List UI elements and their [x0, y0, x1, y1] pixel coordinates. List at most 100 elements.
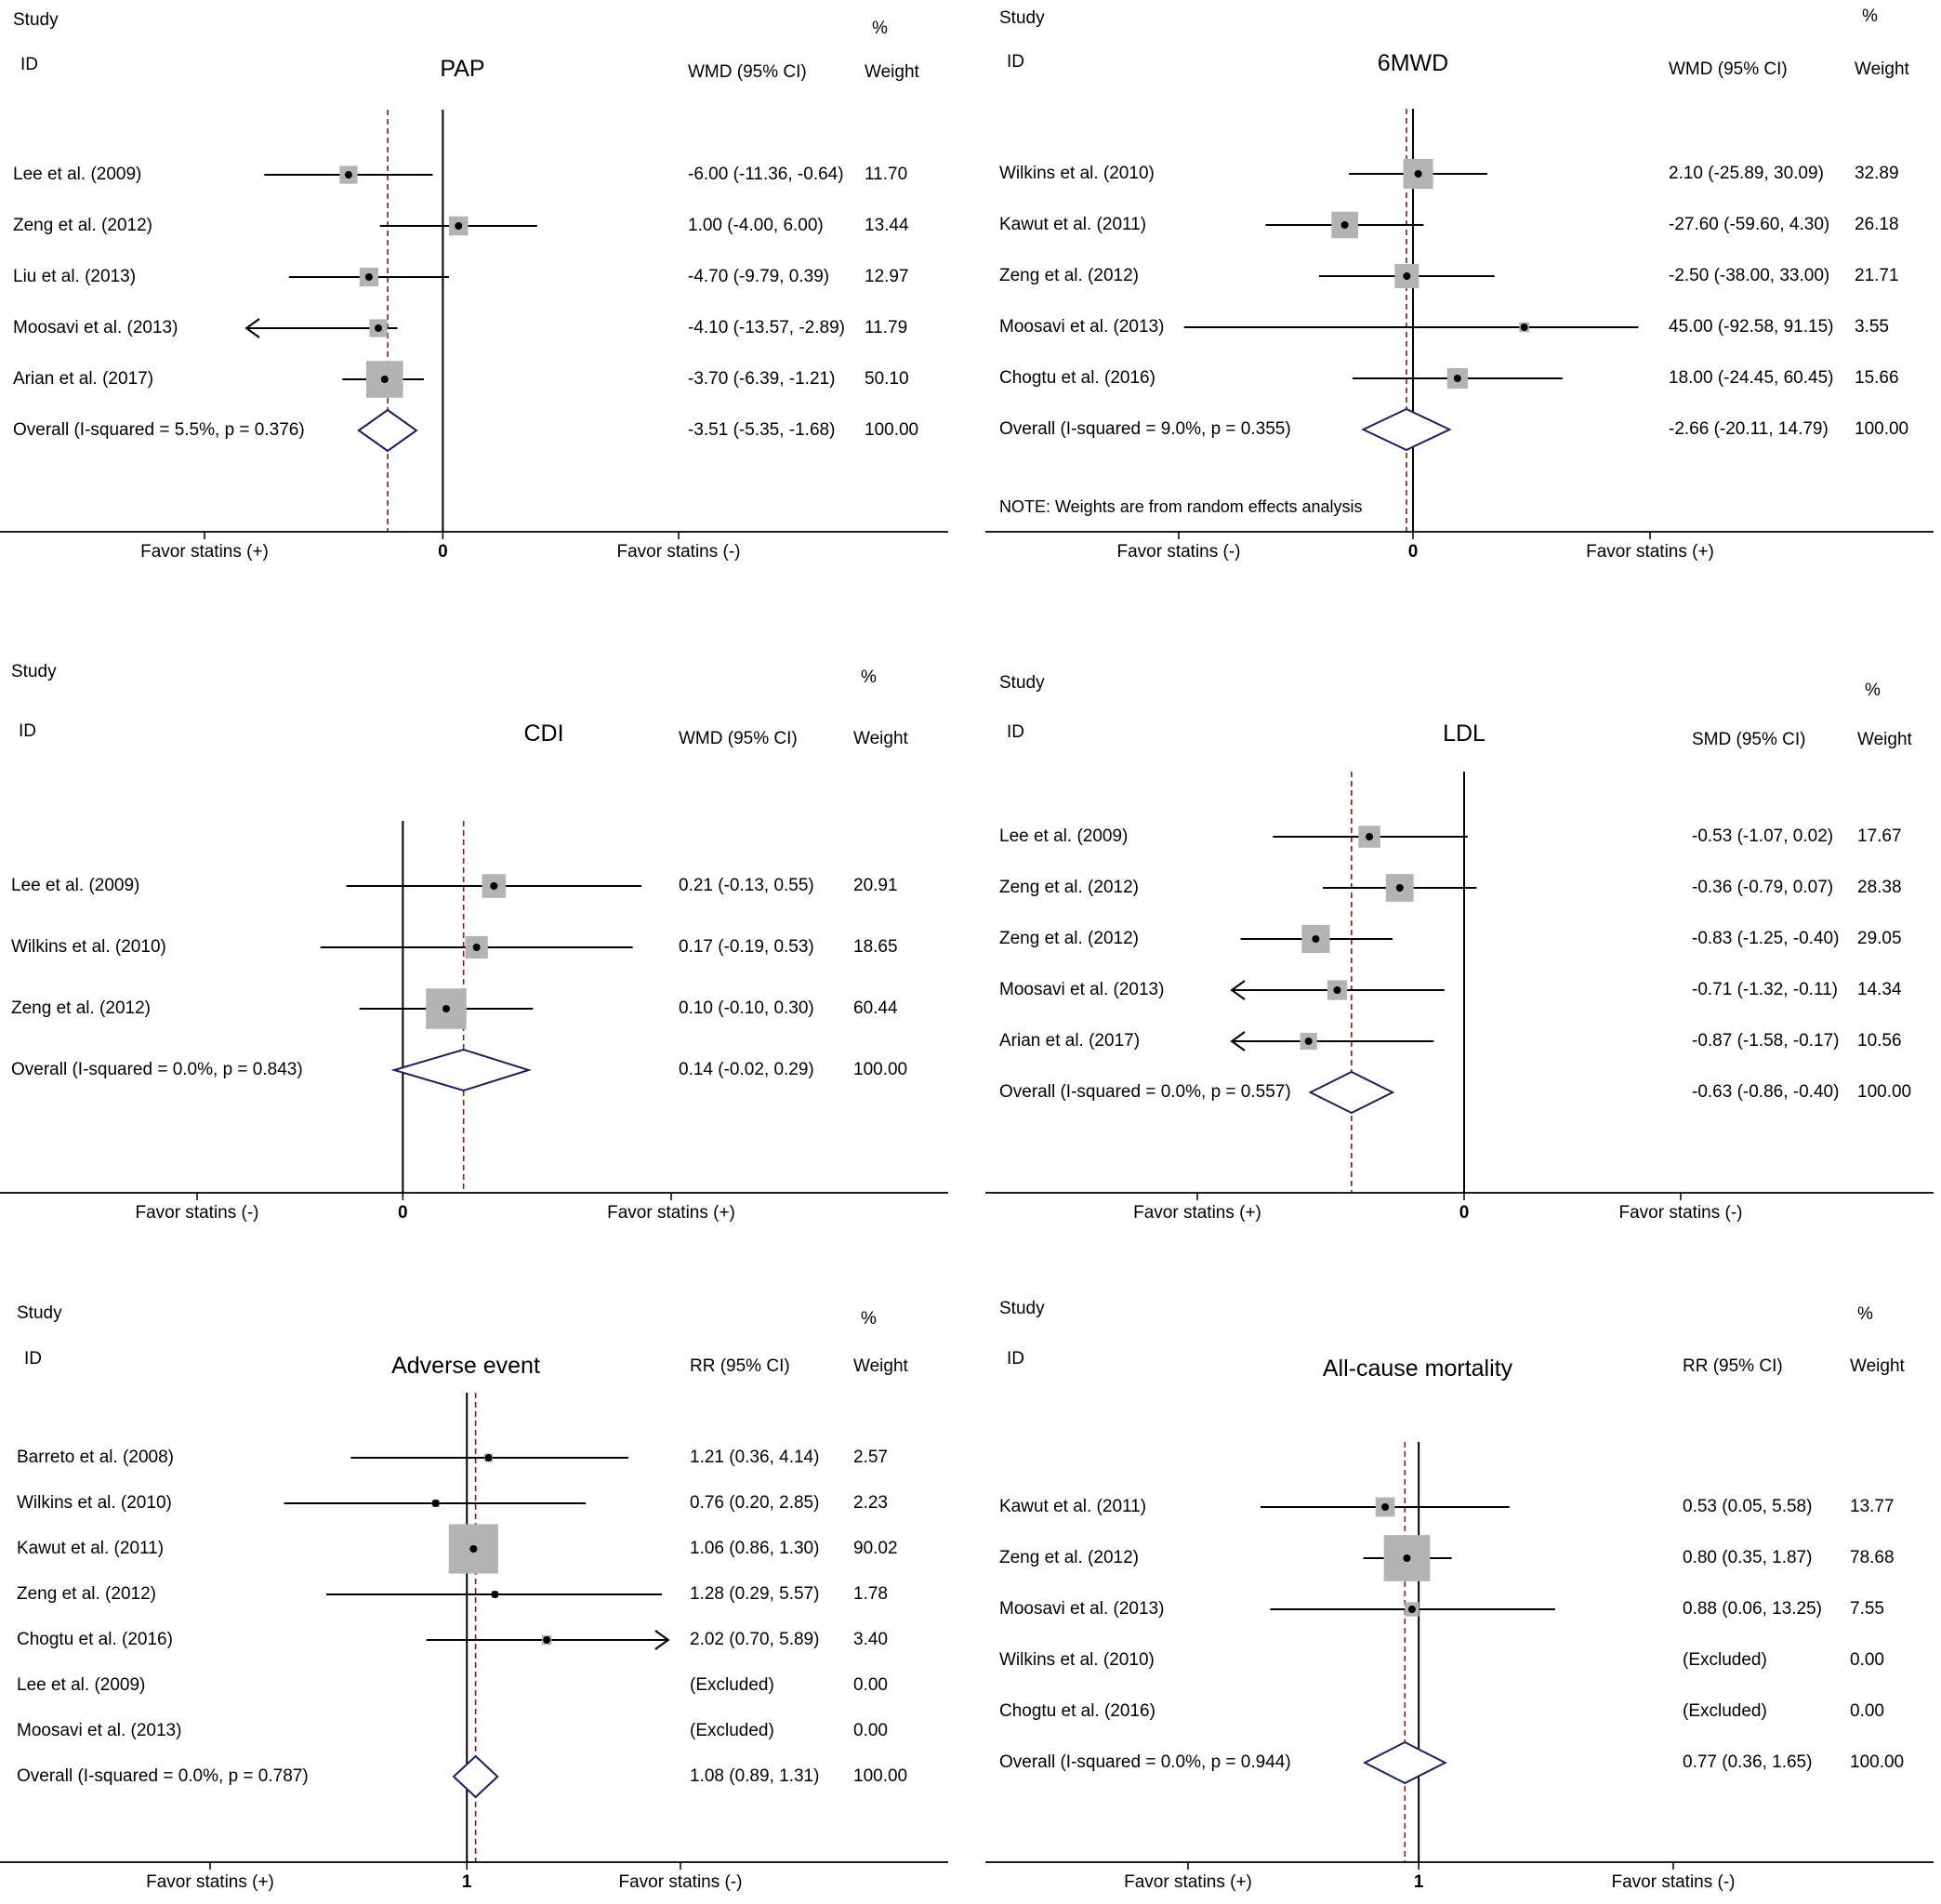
study-effect-ci: (Excluded) [1683, 1701, 1767, 1721]
study-weight: 18.65 [853, 937, 898, 957]
header-percent: % [872, 19, 888, 38]
study-weight: 10.56 [1857, 1031, 1902, 1051]
header-weight: Weight [1850, 1356, 1905, 1376]
study-effect-ci: 0.10 (-0.10, 0.30) [679, 998, 814, 1018]
study-weight: 2.57 [853, 1448, 888, 1467]
study-label: Kawut et al. (2011) [999, 1497, 1147, 1516]
study-weight: 50.10 [865, 369, 909, 389]
study-label: Moosavi et al. (2013) [17, 1721, 182, 1740]
overall-weight: 100.00 [853, 1766, 908, 1786]
study-effect-ci: (Excluded) [1683, 1650, 1767, 1670]
chart-title: PAP [440, 56, 485, 82]
point-estimate [1366, 833, 1374, 840]
study-weight: 60.44 [853, 998, 898, 1018]
study-effect-ci: 1.06 (0.86, 1.30) [690, 1539, 820, 1558]
forest-plot-panel-adverse-event: Study ID% RR (95% CI) Weight Adverse event Ba… [0, 1288, 957, 1904]
header-id: ID [24, 1349, 42, 1368]
point-estimate [543, 1636, 551, 1644]
overall-effect-ci: 0.14 (-0.02, 0.29) [679, 1060, 814, 1079]
overall-diamond [1362, 1740, 1447, 1785]
study-label: Moosavi et al. (2013) [999, 1599, 1165, 1619]
forest-plot-panel-6mwd: Study ID% WMD (95% CI) Weight 6MWD Wilkins et… [985, 0, 1941, 614]
point-estimate [1312, 935, 1320, 943]
forest-plot-panel-cdi: Study ID% WMD (95% CI) Weight CDI Lee et al. … [0, 655, 957, 1269]
study-label: Moosavi et al. (2013) [999, 980, 1165, 999]
point-estimate [1403, 272, 1411, 280]
study-label: Zeng et al. (2012) [11, 998, 151, 1018]
header-weight: Weight [853, 729, 908, 748]
overall-diamond [390, 1048, 533, 1092]
study-effect-ci: -0.53 (-1.07, 0.02) [1692, 826, 1834, 846]
study-weight: 0.00 [853, 1721, 888, 1740]
weights-note: NOTE: Weights are from random effects an… [999, 497, 1363, 516]
chart-title: LDL [1443, 721, 1485, 747]
study-effect-ci: 2.10 (-25.89, 30.09) [1669, 164, 1824, 183]
axis-null-value: 0 [438, 542, 448, 562]
study-effect-ci: 0.53 (0.05, 5.58) [1683, 1497, 1813, 1516]
header-id: ID [1007, 1349, 1024, 1368]
study-weight: 29.05 [1857, 929, 1902, 948]
study-label: Barreto et al. (2008) [17, 1448, 174, 1467]
study-label: Zeng et al. (2012) [999, 1548, 1139, 1567]
axis-null-value: 1 [461, 1872, 472, 1892]
overall-label: Overall (I-squared = 0.0%, p = 0.557) [999, 1082, 1291, 1102]
header-percent: % [1862, 7, 1878, 26]
study-effect-ci: 0.76 (0.20, 2.85) [690, 1493, 820, 1513]
forest-plot-canvas [985, 1442, 1934, 1870]
overall-effect-ci: 1.08 (0.89, 1.31) [690, 1766, 820, 1786]
study-effect-ci: 1.21 (0.36, 4.14) [690, 1448, 820, 1467]
point-estimate [455, 222, 463, 230]
study-label: Moosavi et al. (2013) [13, 318, 178, 337]
study-weight: 1.78 [853, 1584, 888, 1604]
overall-label: Overall (I-squared = 0.0%, p = 0.944) [999, 1752, 1291, 1772]
point-estimate [490, 882, 498, 890]
study-weight: 11.70 [865, 165, 908, 184]
axis-null-value: 0 [1407, 542, 1419, 562]
study-weight: 13.44 [865, 216, 909, 235]
overall-weight: 100.00 [1857, 1082, 1912, 1102]
overall-diamond [1308, 1070, 1395, 1115]
header-study: Study [999, 673, 1045, 693]
header-id: ID [20, 55, 38, 74]
study-weight: 32.89 [1855, 164, 1899, 183]
study-label: Wilkins et al. (2010) [999, 1650, 1155, 1670]
axis-label-left: Favor statins (-) [1116, 542, 1241, 562]
overall-label: Overall (I-squared = 0.0%, p = 0.843) [11, 1060, 303, 1079]
ci-arrow-right [654, 1630, 670, 1650]
study-label: Liu et al. (2013) [13, 267, 137, 286]
header-study: Study [999, 8, 1045, 28]
header-percent: % [861, 668, 877, 687]
point-estimate [364, 273, 373, 281]
chart-title: All-cause mortality [1322, 1355, 1513, 1382]
forest-plot-canvas [0, 110, 948, 539]
study-weight: 21.71 [1855, 266, 1899, 285]
forest-plot-panel-ldl: Study ID% SMD (95% CI) Weight LDL Lee et al. … [985, 655, 1941, 1269]
study-effect-ci: -2.50 (-38.00, 33.00) [1669, 266, 1830, 285]
header-effect: RR (95% CI) [1683, 1356, 1783, 1376]
header-study: Study [13, 10, 59, 30]
study-effect-ci: 0.80 (0.35, 1.87) [1683, 1548, 1813, 1567]
axis-label-right: Favor statins (-) [1611, 1872, 1736, 1892]
study-effect-ci: -0.71 (-1.32, -0.11) [1692, 980, 1839, 999]
overall-effect-ci: -2.66 (-20.11, 14.79) [1669, 419, 1829, 439]
header-weight: Weight [853, 1356, 908, 1376]
point-estimate [1414, 170, 1422, 178]
study-label: Zeng et al. (2012) [999, 878, 1139, 897]
point-estimate [380, 376, 389, 383]
study-effect-ci: 2.02 (0.70, 5.89) [690, 1630, 820, 1649]
study-weight: 0.00 [1850, 1650, 1884, 1670]
chart-title: Adverse event [391, 1353, 540, 1379]
study-label: Zeng et al. (2012) [13, 216, 152, 235]
study-label: Kawut et al. (2011) [17, 1539, 165, 1558]
point-estimate [469, 1545, 478, 1553]
overall-weight: 100.00 [1850, 1752, 1905, 1772]
overall-diamond [1361, 407, 1452, 452]
study-label: Lee et al. (2009) [999, 826, 1129, 846]
study-label: Lee et al. (2009) [11, 876, 140, 895]
axis-label-right: Favor statins (+) [1586, 542, 1714, 562]
study-effect-ci: 0.88 (0.06, 13.25) [1683, 1599, 1822, 1619]
study-weight: 3.40 [853, 1630, 888, 1649]
study-effect-ci: -4.10 (-13.57, -2.89) [688, 318, 845, 337]
overall-diamond [357, 408, 418, 453]
study-weight: 11.79 [865, 318, 908, 337]
